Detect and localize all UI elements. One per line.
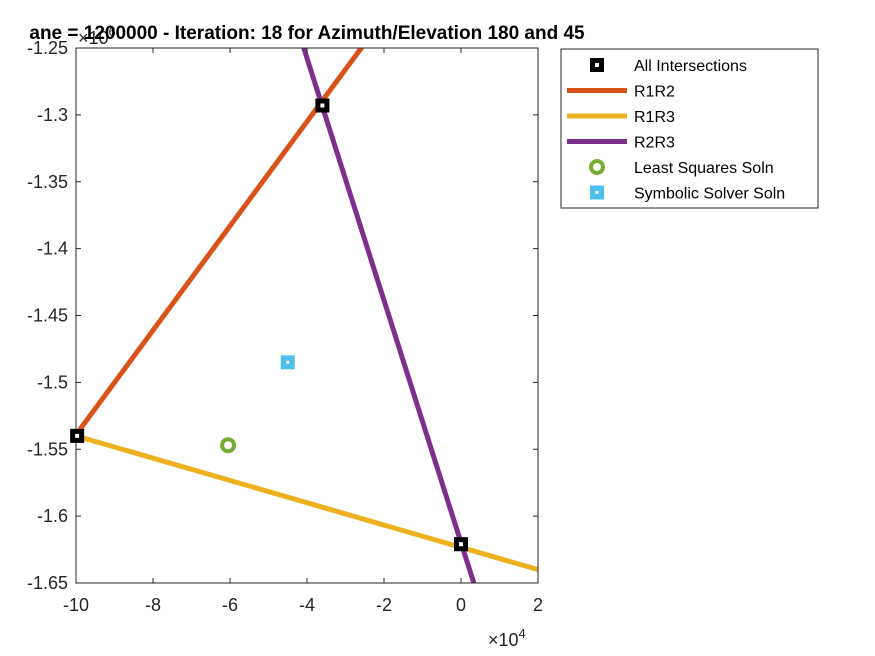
y-tick-label: -1.5 (37, 372, 68, 392)
series-line-r2r3 (301, 48, 477, 583)
legend-label-all-intersections: All Intersections (634, 58, 747, 75)
x-tick-label: -4 (299, 595, 315, 615)
x-tick-label: 2 (533, 595, 543, 615)
legend-label-r1r3: R1R3 (634, 109, 675, 126)
point-all-intersections-center (459, 542, 463, 547)
x-tick-label: -8 (145, 595, 161, 615)
y-tick-label: -1.65 (27, 573, 68, 593)
point-all-intersections-center (320, 103, 325, 108)
legend-swatch-all-intersections-center (595, 63, 599, 67)
legend-entries: All Intersections R1R2 R1R3 R2R3 Least Squar… (567, 58, 785, 203)
legend-label-r1r2: R1R2 (634, 84, 675, 101)
x-tick-label: -10 (63, 595, 89, 615)
point-symbolic-solver-soln-center (286, 360, 290, 364)
chart-title: ane = 1200000 - Iteration: 18 for Azimut… (29, 23, 585, 44)
markers-layer (70, 98, 468, 552)
y-tick-label: -1.35 (27, 172, 68, 192)
legend-label-symbolic-solver-soln: Symbolic Solver Soln (634, 186, 785, 203)
legend-label-r2r3: R2R3 (634, 135, 675, 152)
axes-background (76, 48, 538, 583)
y-axis-exponent: ×106 (78, 24, 116, 48)
y-tick-label: -1.6 (37, 506, 68, 526)
x-axis-exponent: ×104 (488, 626, 526, 650)
legend-swatch-symbolic-solver-soln-center (595, 191, 599, 194)
y-tick-label: -1.25 (27, 38, 68, 58)
legend-box (560, 48, 819, 209)
x-tick-label: -2 (376, 595, 392, 615)
ticks-layer: -10 -8 -6 -4 -2 0 2 -1.25 -1.3 -1.35 -1.4 -1.45 -1.5… (27, 38, 543, 615)
y-tick-label: -1.3 (37, 105, 68, 125)
point-least-squares-soln (220, 437, 237, 454)
legend: All Intersections R1R2 R1R3 R2R3 Least Squar… (560, 48, 819, 209)
y-tick-label: -1.4 (37, 239, 68, 259)
x-tick-label: 0 (456, 595, 466, 615)
x-tick-label: -6 (222, 595, 238, 615)
y-tick-label: -1.45 (27, 306, 68, 326)
legend-label-least-squares-soln: Least Squares Soln (634, 160, 774, 177)
legend-swatch-least-squares-soln (589, 159, 605, 175)
plot-area: -10 -8 -6 -4 -2 0 2 -1.25 -1.3 -1.35 -1.4 -1.45 -1.5… (27, 38, 543, 615)
point-all-intersections-center (75, 433, 80, 438)
y-tick-label: -1.55 (27, 439, 68, 459)
